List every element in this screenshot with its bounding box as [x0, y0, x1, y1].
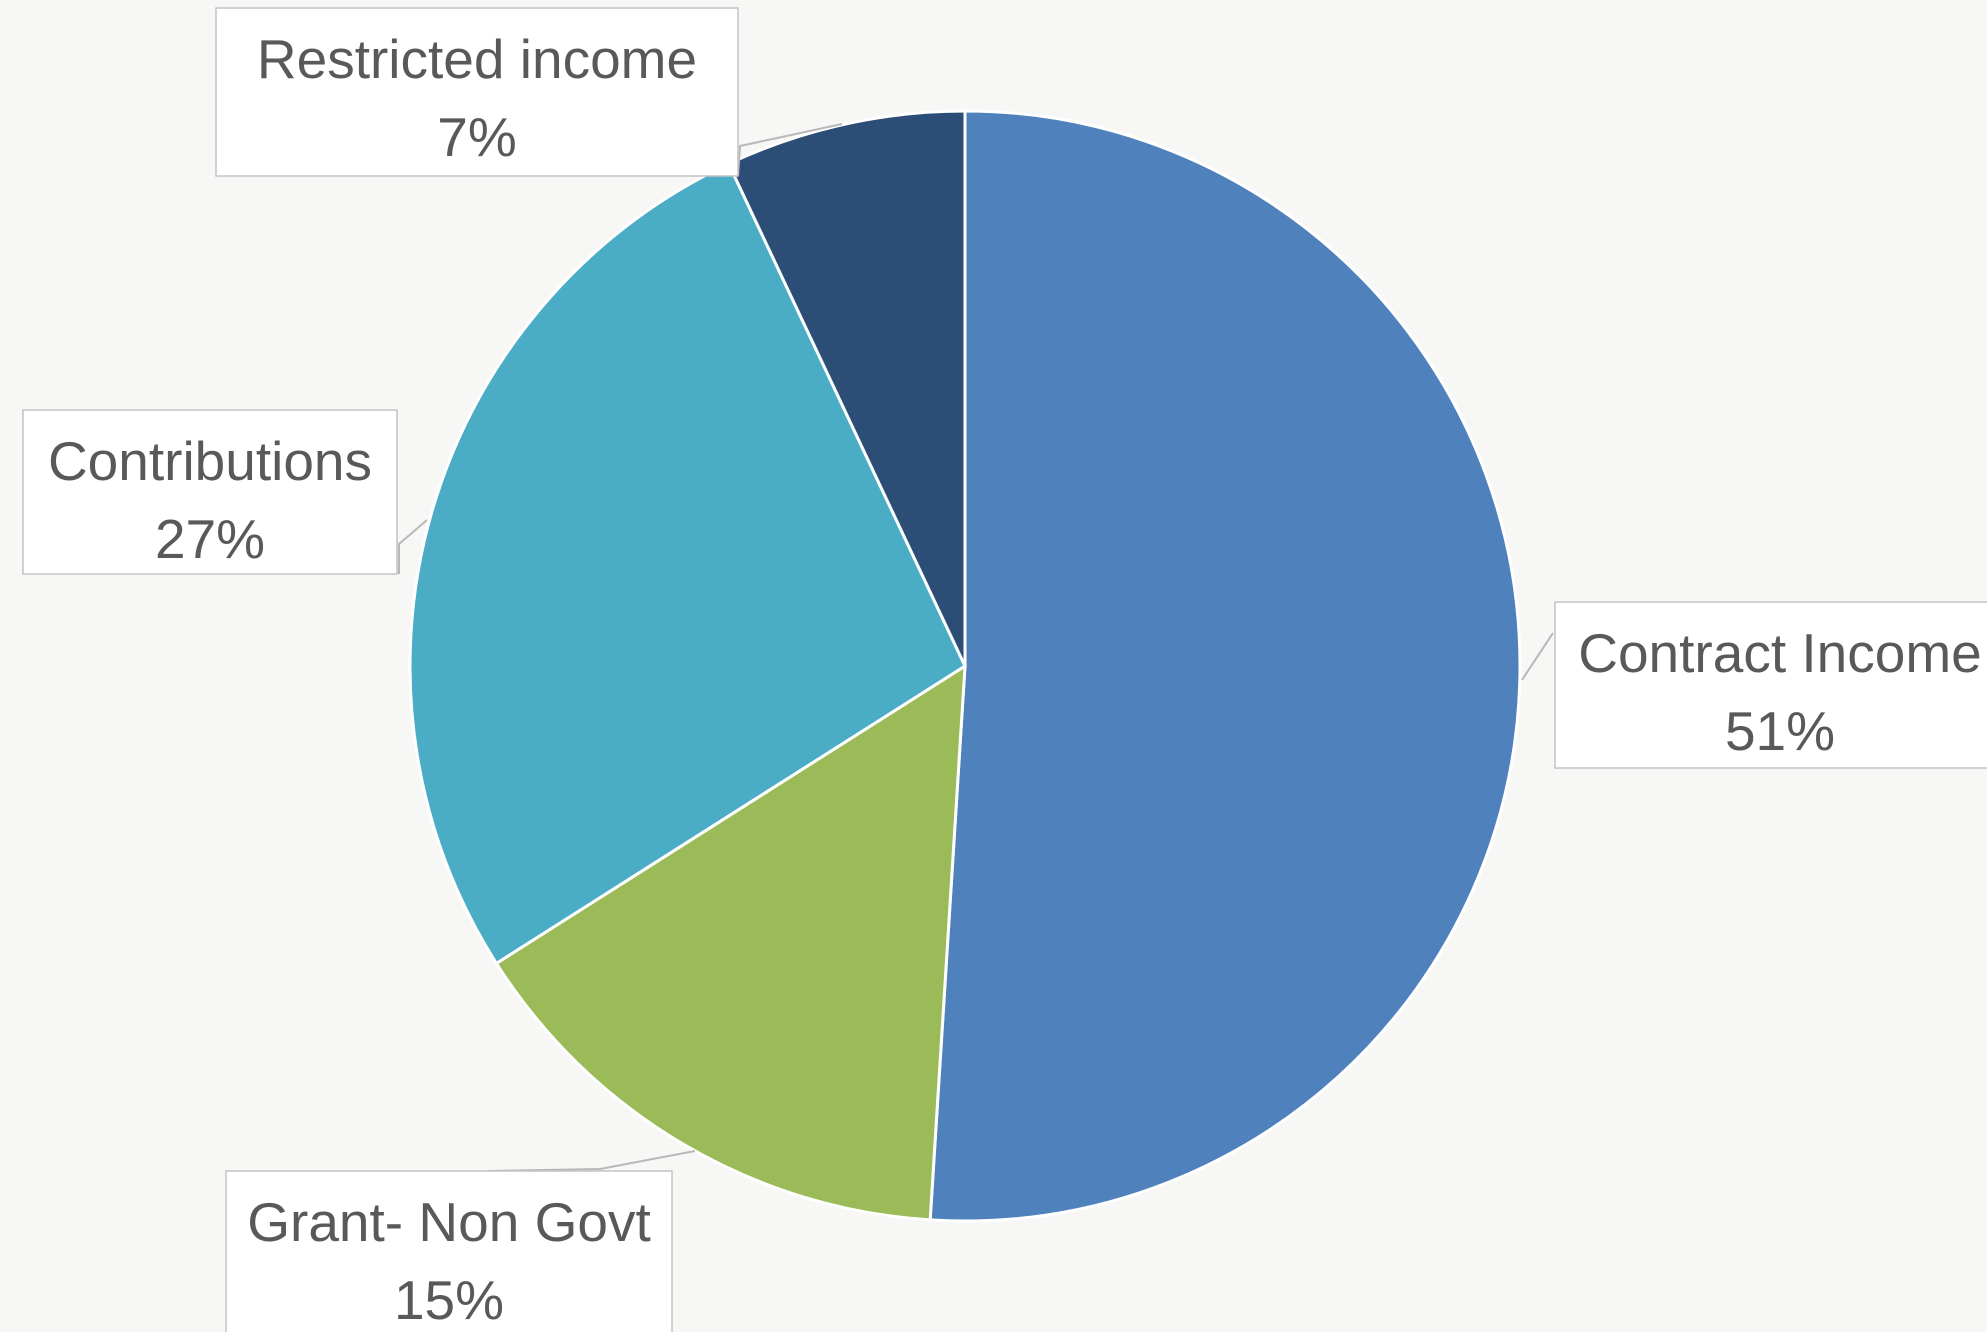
leader-line-contributions	[398, 519, 428, 574]
pie-slice-contract-income	[928, 109, 1522, 1223]
data-label-contributions: Contributions 27%	[22, 409, 398, 575]
data-labels: Contract Income 51% Grant- Non Govt 15% Cont…	[22, 7, 1987, 1332]
pie-slices	[408, 109, 1522, 1223]
pie-slice-grant-non-govt	[494, 663, 967, 1222]
pie-slice-contributions	[408, 161, 967, 966]
slice-percent: 7%	[437, 106, 517, 168]
slice-percent: 51%	[1725, 700, 1835, 762]
data-label-box	[22, 409, 398, 575]
leader-line-grant-non-govt	[487, 1150, 696, 1172]
slice-label: Restricted income	[257, 28, 697, 90]
slice-percent: 15%	[394, 1269, 504, 1331]
slice-percent: 27%	[155, 508, 265, 570]
data-label-box	[215, 7, 739, 177]
leader-line-contract-income	[1521, 632, 1554, 681]
data-label-restricted-income: Restricted income 7%	[215, 7, 739, 177]
data-label-contract-income: Contract Income 51%	[1554, 601, 1987, 769]
slice-label: Grant- Non Govt	[247, 1191, 650, 1253]
data-label-box	[225, 1170, 673, 1332]
data-label-grant-non-govt: Grant- Non Govt 15%	[225, 1170, 673, 1332]
slice-label: Contributions	[48, 430, 372, 492]
pie-slice-restricted-income	[726, 109, 967, 667]
slice-label: Contract Income	[1578, 622, 1982, 684]
data-label-box	[1554, 601, 1987, 769]
